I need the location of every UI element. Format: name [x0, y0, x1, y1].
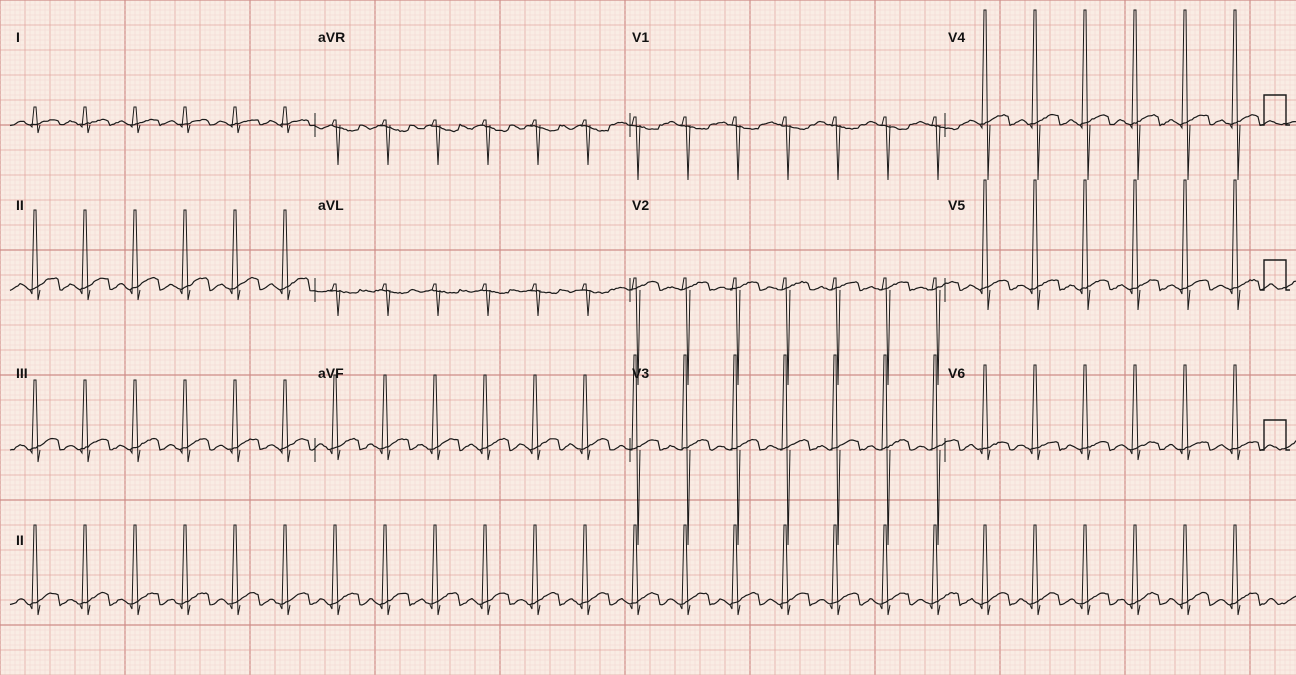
lead-label-ii: II [16, 532, 24, 548]
lead-label-iii: III [16, 365, 28, 381]
lead-label-v2: V2 [632, 197, 649, 213]
lead-label-ii: II [16, 197, 24, 213]
lead-label-avl: aVL [318, 197, 344, 213]
lead-label-v1: V1 [632, 29, 649, 45]
lead-label-v4: V4 [948, 29, 965, 45]
ecg-tracing: IaVR V1 V4 II aVL V2 V5 III aVF V3 V6 II [0, 0, 1296, 675]
lead-label-avf: aVF [318, 365, 344, 381]
lead-label-v3: V3 [632, 365, 649, 381]
ecg-paper-background [0, 0, 1296, 675]
lead-label-v5: V5 [948, 197, 965, 213]
lead-label-v6: V6 [948, 365, 965, 381]
lead-label-i: I [16, 29, 20, 45]
lead-label-avr: aVR [318, 29, 345, 45]
